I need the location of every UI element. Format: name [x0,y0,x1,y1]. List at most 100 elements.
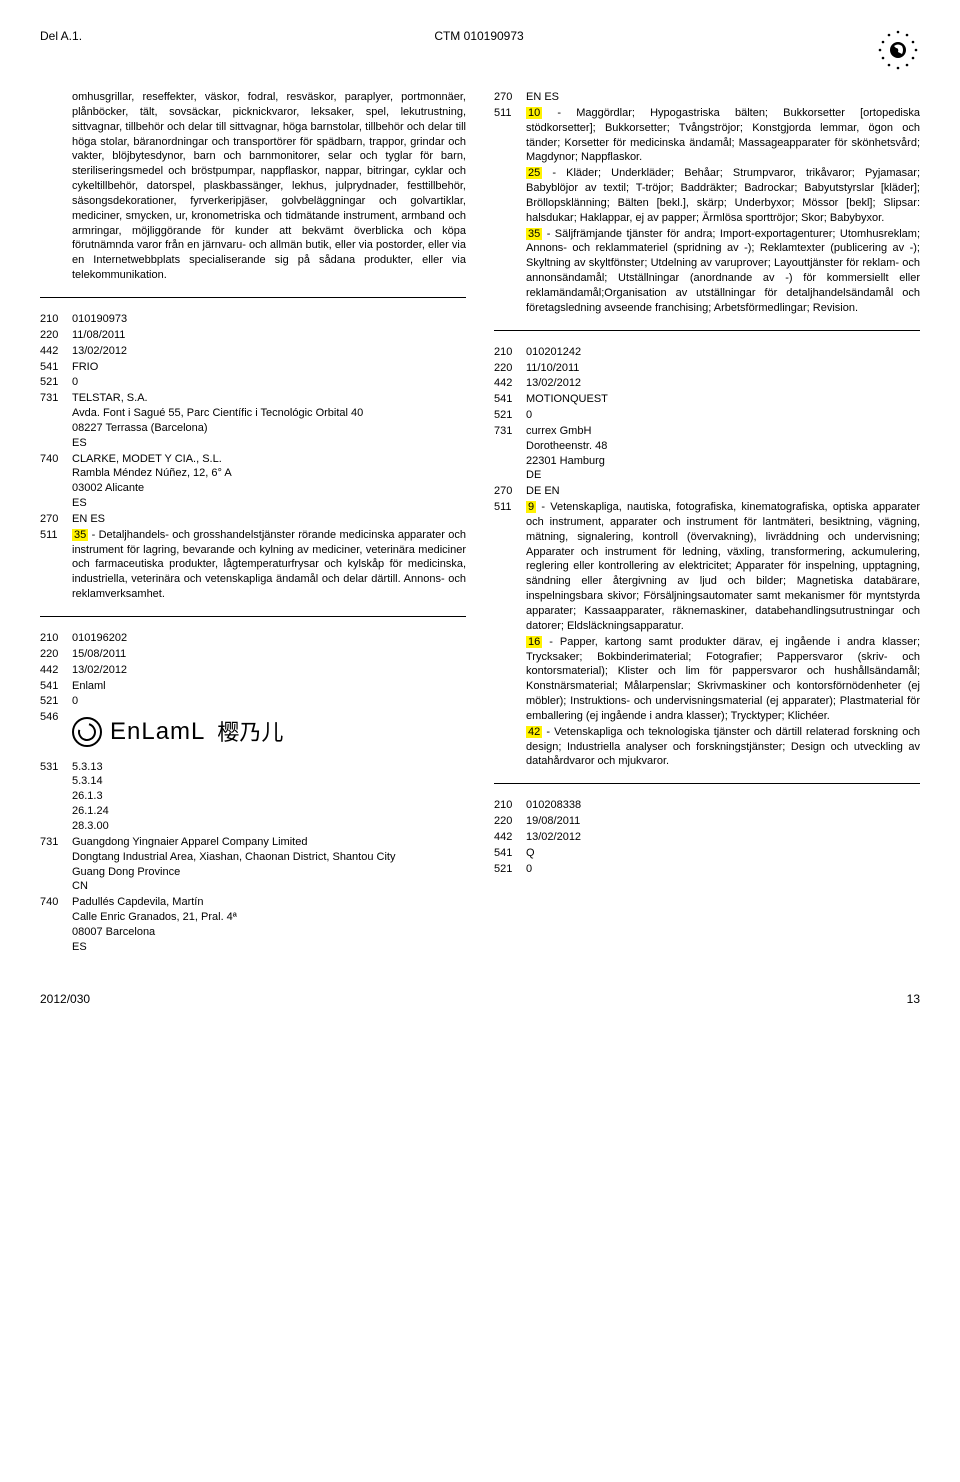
field-value: TELSTAR, S.A. Avda. Font i Sagué 55, Par… [72,391,466,450]
intro-paragraph: omhusgrillar, reseffekter, väskor, fodra… [40,90,466,283]
field-code: 210 [40,312,72,327]
field-code: 270 [494,484,526,499]
field-value: 13/02/2012 [72,663,466,678]
field-code: 220 [494,361,526,376]
class-highlight: 42 [526,726,542,738]
field-value: 010201242 [526,345,920,360]
field-value: currex GmbH Dorotheenstr. 48 22301 Hambu… [526,424,920,483]
eu-stars-icon [876,28,920,72]
field-code: 210 [494,345,526,360]
field-code: 220 [494,814,526,829]
field-value: EN ES [526,90,920,105]
class-highlight: 9 [526,501,536,513]
field-code: 521 [40,694,72,709]
field-value: DE EN [526,484,920,499]
field-value: Enlaml [72,679,466,694]
field-value: 11/08/2011 [72,328,466,343]
field-code: 442 [40,663,72,678]
field-code: 731 [40,391,72,406]
field-code: 270 [494,90,526,105]
field-code: 740 [40,895,72,910]
field-value: 13/02/2012 [72,344,466,359]
header-left: Del A.1. [40,28,82,44]
class-highlight: 16 [526,636,542,648]
field-value: 010196202 [72,631,466,646]
field-code: 511 [40,528,72,543]
field-code: 521 [494,408,526,423]
field-code: 731 [494,424,526,439]
field-code: 220 [40,328,72,343]
field-value: 19/08/2011 [526,814,920,829]
field-code: 541 [494,392,526,407]
field-value: 0 [526,862,920,877]
field-value: 010190973 [72,312,466,327]
divider [494,330,920,331]
field-code: 511 [494,500,526,515]
field-code: 521 [494,862,526,877]
left-column: omhusgrillar, reseffekter, väskor, fodra… [40,90,466,963]
field-code: 546 [40,710,72,725]
field-code: 541 [494,846,526,861]
divider [494,783,920,784]
field-value: 13/02/2012 [526,376,920,391]
class-highlight: 35 [526,228,542,240]
class-highlight: 35 [72,529,88,541]
right-column: 270EN ES 51110 - Maggördlar; Hypogastris… [494,90,920,963]
record-010196202: 210010196202 22015/08/2011 44213/02/2012… [40,631,466,955]
field-value: Guangdong Yingnaier Apparel Company Limi… [72,835,466,894]
class-highlight: 10 [526,107,542,119]
field-value: 5.3.13 5.3.14 26.1.3 26.1.24 28.3.00 [72,760,466,834]
class-highlight: 25 [526,167,542,179]
page-footer: 2012/030 13 [40,991,920,1007]
field-value: 0 [72,694,466,709]
footer-right: 13 [907,991,920,1007]
field-code: 521 [40,375,72,390]
logo-text: EnLamL [110,716,205,748]
field-value: Q [526,846,920,861]
field-code: 210 [40,631,72,646]
field-value: 0 [72,375,466,390]
field-value: 13/02/2012 [526,830,920,845]
logo-mark: EnLamL 樱乃儿 [72,710,466,758]
field-code: 442 [40,344,72,359]
divider [40,297,466,298]
field-value: 010208338 [526,798,920,813]
field-value: 35 - Detaljhandels- och grosshandelstjän… [72,528,466,602]
field-code: 442 [494,376,526,391]
field-code: 220 [40,647,72,662]
field-code: 511 [494,106,526,121]
field-value: 15/08/2011 [72,647,466,662]
divider [40,616,466,617]
field-value: 16 - Papper, kartong samt produkter dära… [526,635,920,724]
field-code: 541 [40,679,72,694]
footer-left: 2012/030 [40,991,90,1007]
field-value: 0 [526,408,920,423]
field-code: 740 [40,452,72,467]
field-value: FRIO [72,360,466,375]
field-value: 35 - Säljfrämjande tjänster för andra; I… [526,227,920,316]
field-value: 9 - Vetenskapliga, nautiska, fotografisk… [526,500,920,634]
field-value: 25 - Kläder; Underkläder; Behåar; Strump… [526,166,920,225]
record-010208338: 210010208338 22019/08/2011 44213/02/2012… [494,798,920,876]
field-code: 531 [40,760,72,775]
main-columns: omhusgrillar, reseffekter, väskor, fodra… [40,90,920,963]
field-value: MOTIONQUEST [526,392,920,407]
field-code: 210 [494,798,526,813]
field-value: 42 - Vetenskapliga och teknologiska tjän… [526,725,920,770]
field-code: 270 [40,512,72,527]
logo-cjk: 樱乃儿 [217,718,283,748]
field-value: EN ES [72,512,466,527]
field-value: 10 - Maggördlar; Hypogastriska bälten; B… [526,106,920,165]
logo-swirl-icon [72,717,102,747]
page-header: Del A.1. CTM 010190973 [40,28,920,72]
record-continuation: 270EN ES 51110 - Maggördlar; Hypogastris… [494,90,920,316]
field-code: 541 [40,360,72,375]
field-value: CLARKE, MODET Y CIA., S.L. Rambla Méndez… [72,452,466,511]
field-code: 442 [494,830,526,845]
record-010201242: 210010201242 22011/10/2011 44213/02/2012… [494,345,920,770]
field-code: 731 [40,835,72,850]
field-value: Padullés Capdevila, Martín Calle Enric G… [72,895,466,954]
record-010190973: 210010190973 22011/08/2011 44213/02/2012… [40,312,466,602]
field-value: 11/10/2011 [526,361,920,376]
header-center: CTM 010190973 [434,28,523,44]
